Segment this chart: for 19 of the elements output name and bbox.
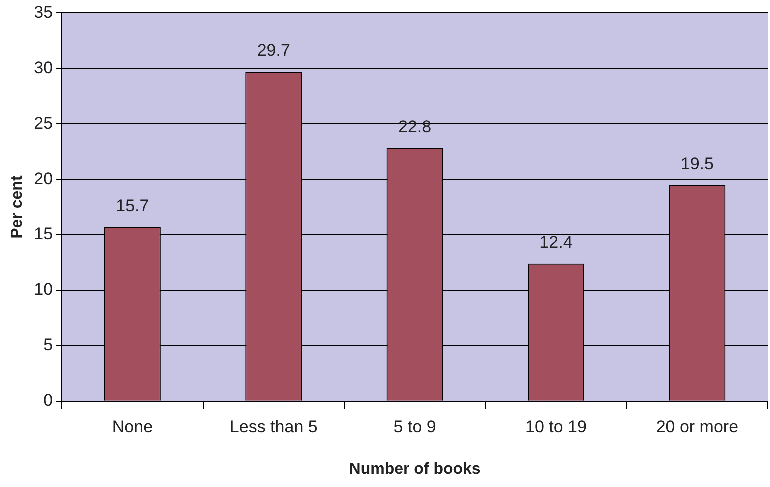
x-tick-label: 20 or more bbox=[656, 417, 739, 436]
y-tick-label: 20 bbox=[34, 169, 54, 188]
data-label: 29.7 bbox=[257, 41, 290, 60]
x-tick-label: 5 to 9 bbox=[394, 417, 436, 436]
x-axis-title: Number of books bbox=[349, 460, 481, 478]
x-tick-label: 10 to 19 bbox=[526, 417, 587, 436]
data-label: 19.5 bbox=[680, 154, 714, 174]
data-label: 15.7 bbox=[116, 196, 150, 216]
y-tick-label: 35 bbox=[34, 2, 54, 22]
y-tick-label: 10 bbox=[34, 280, 54, 300]
data-label: 12.4 bbox=[540, 233, 573, 252]
y-tick-label: 5 bbox=[44, 336, 54, 355]
y-axis-title: Per cent bbox=[9, 175, 26, 239]
y-tick-label: 25 bbox=[34, 114, 54, 133]
y-tick-label: 30 bbox=[34, 58, 54, 78]
x-tick-label: None bbox=[112, 417, 154, 436]
y-tick-label: 0 bbox=[44, 391, 54, 410]
y-tick-label: 15 bbox=[34, 224, 54, 244]
x-tick-label: Less than 5 bbox=[230, 417, 318, 436]
